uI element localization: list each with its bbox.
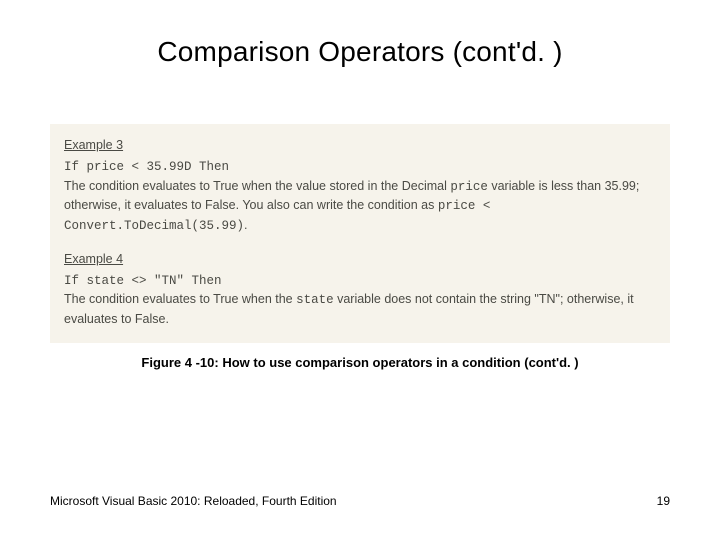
slide: Comparison Operators (cont'd. ) Example …	[0, 0, 720, 540]
example-3-inline-code-a: price	[450, 180, 488, 194]
footer: Microsoft Visual Basic 2010: Reloaded, F…	[50, 494, 670, 508]
example-4-inline-code-a: state	[296, 293, 334, 307]
slide-title: Comparison Operators (cont'd. )	[50, 36, 670, 68]
example-gap	[64, 236, 656, 250]
example-box: Example 3 If price < 35.99D Then The con…	[50, 124, 670, 343]
example-4-label: Example 4	[64, 250, 123, 269]
example-3-body: The condition evaluates to True when the…	[64, 179, 639, 233]
example-4-code: If state <> "TN" Then	[64, 274, 222, 288]
example-4-text-a: The condition evaluates to True when the	[64, 292, 296, 306]
example-3-text-c: .	[244, 218, 247, 232]
figure-caption: Figure 4 -10: How to use comparison oper…	[50, 355, 670, 370]
page-number: 19	[657, 494, 670, 508]
example-3: Example 3 If price < 35.99D Then The con…	[64, 136, 656, 236]
example-4-body: The condition evaluates to True when the…	[64, 292, 634, 326]
example-3-text-a: The condition evaluates to True when the…	[64, 179, 450, 193]
footer-left: Microsoft Visual Basic 2010: Reloaded, F…	[50, 494, 337, 508]
example-4: Example 4 If state <> "TN" Then The cond…	[64, 250, 656, 329]
example-3-label: Example 3	[64, 136, 123, 155]
example-3-code: If price < 35.99D Then	[64, 160, 229, 174]
